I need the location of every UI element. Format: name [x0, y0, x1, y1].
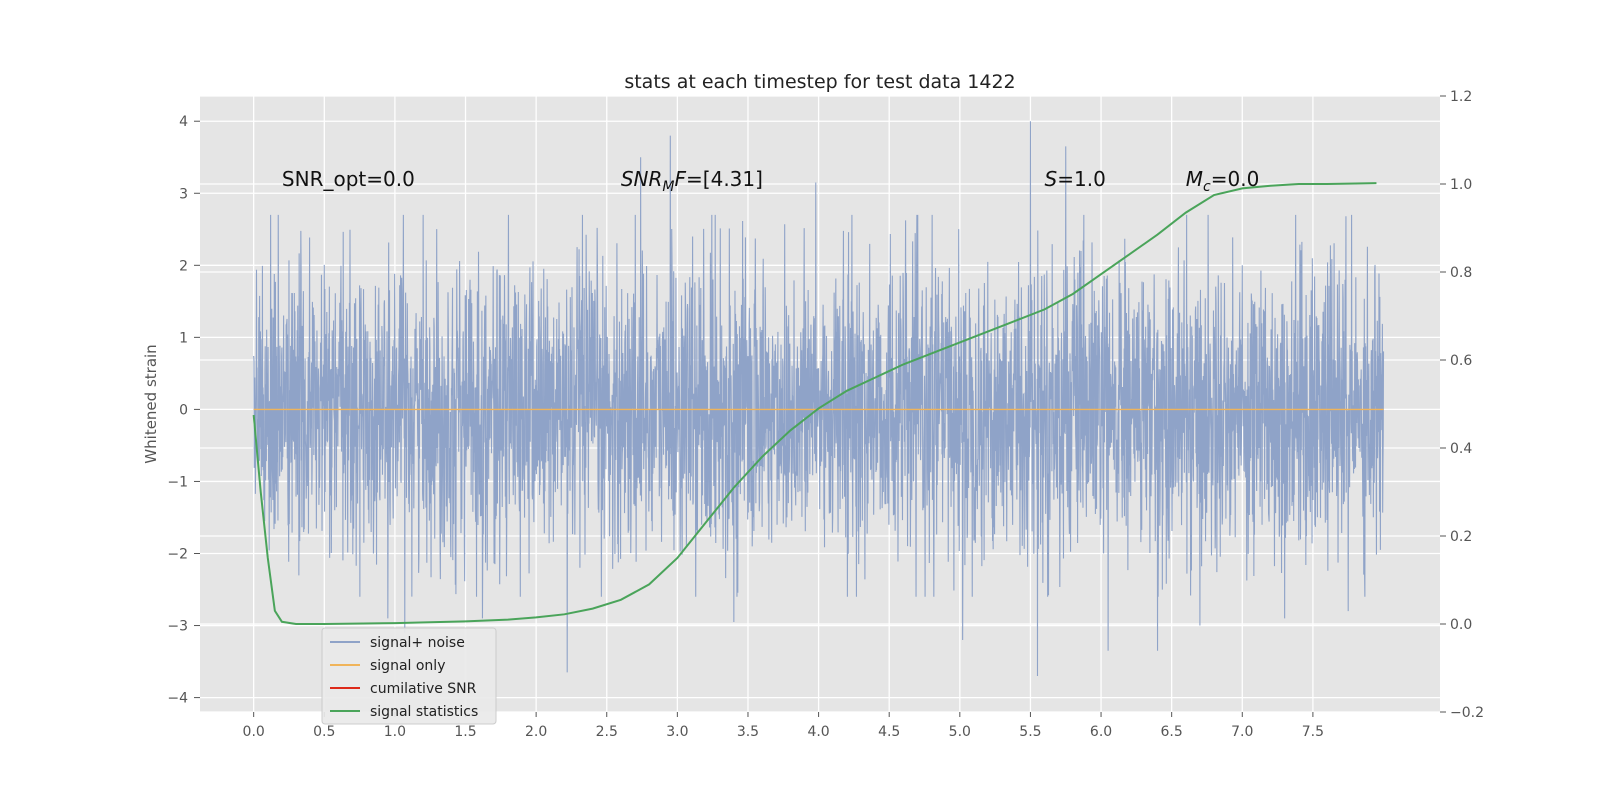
- y-tick-label: −4: [167, 691, 188, 707]
- legend-box: [321, 627, 497, 725]
- x-tick-label: 7.5: [1302, 724, 1324, 740]
- x-tick-label: 5.5: [1019, 724, 1041, 740]
- y2-tick-label: 0.6: [1450, 353, 1472, 369]
- y-tick-label: 4: [179, 114, 188, 130]
- y-tick-label: −2: [167, 546, 188, 562]
- x-tick-label: 3.5: [737, 724, 759, 740]
- legend: signal+ noise signal only cumilative SNR si…: [321, 627, 497, 725]
- y-tick-label: 1: [179, 330, 188, 346]
- y-tick-label: 2: [179, 258, 188, 274]
- x-tick-label: 6.0: [1090, 724, 1112, 740]
- y-tick-label: −1: [167, 474, 188, 490]
- signal-noise-line: [253, 121, 1385, 676]
- y2-tick-label: 0.2: [1450, 529, 1472, 545]
- y-tick-label: 0: [179, 402, 188, 418]
- y-tick-label: −3: [167, 619, 188, 635]
- legend-entry: cumilative SNR: [370, 681, 477, 697]
- x-tick-label: 1.5: [454, 724, 476, 740]
- annotation-text: S=1.0: [1045, 167, 1106, 191]
- annotation-text: SNRMF=[4.31]: [621, 167, 763, 195]
- x-tick-label: 5.0: [949, 724, 971, 740]
- y2-tick-label: 1.2: [1450, 89, 1472, 105]
- legend-entry: signal statistics: [370, 704, 478, 720]
- x-tick-label: 2.5: [596, 724, 618, 740]
- x-tick-label: 0.0: [243, 724, 265, 740]
- y-axis-label: Whitened strain: [142, 344, 160, 463]
- signal-noise-series: [253, 121, 1385, 676]
- y-tick-label: 3: [179, 186, 188, 202]
- x-tick-label: 4.5: [878, 724, 900, 740]
- annotation-text: Mc=0.0: [1186, 167, 1260, 195]
- y2-axis-ticks: 1.2 1.0 0.8 0.6 0.4 0.2 0.0 −0.2: [1440, 89, 1484, 721]
- legend-entry: signal+ noise: [370, 635, 465, 651]
- x-tick-label: 2.0: [525, 724, 547, 740]
- y2-tick-label: 1.0: [1450, 177, 1472, 193]
- legend-entry: signal only: [370, 658, 445, 674]
- annotation-text: SNR_opt=0.0: [282, 167, 415, 191]
- chart-title: stats at each timestep for test data 142…: [624, 71, 1015, 93]
- y2-tick-label: 0.0: [1450, 617, 1472, 633]
- y-axis-ticks: 4 3 2 1 0 −1 −2 −3 −4: [167, 114, 200, 707]
- x-axis-ticks: 0.0 0.5 1.0 1.5 2.0 2.5 3.0 3.5 4.0 4.5 5.0 5.5 6.0 6…: [243, 712, 1324, 740]
- line-series-layer: [252, 182, 1384, 625]
- x-tick-label: 1.0: [384, 724, 406, 740]
- annotations: SNR_opt=0.0 SNRMF=[4.31] S=1.0 Mc=0.0: [282, 167, 1259, 195]
- signal-statistics-line: [252, 182, 1377, 625]
- y2-tick-label: −0.2: [1450, 705, 1484, 721]
- y2-tick-label: 0.4: [1450, 441, 1472, 457]
- x-tick-label: 3.0: [666, 724, 688, 740]
- x-tick-label: 4.0: [807, 724, 829, 740]
- x-tick-label: 6.5: [1161, 724, 1183, 740]
- y2-tick-label: 0.8: [1450, 265, 1472, 281]
- x-tick-label: 7.0: [1231, 724, 1253, 740]
- x-tick-label: 0.5: [313, 724, 335, 740]
